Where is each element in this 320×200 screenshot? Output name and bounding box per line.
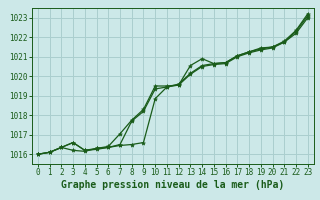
X-axis label: Graphe pression niveau de la mer (hPa): Graphe pression niveau de la mer (hPa): [61, 180, 284, 190]
